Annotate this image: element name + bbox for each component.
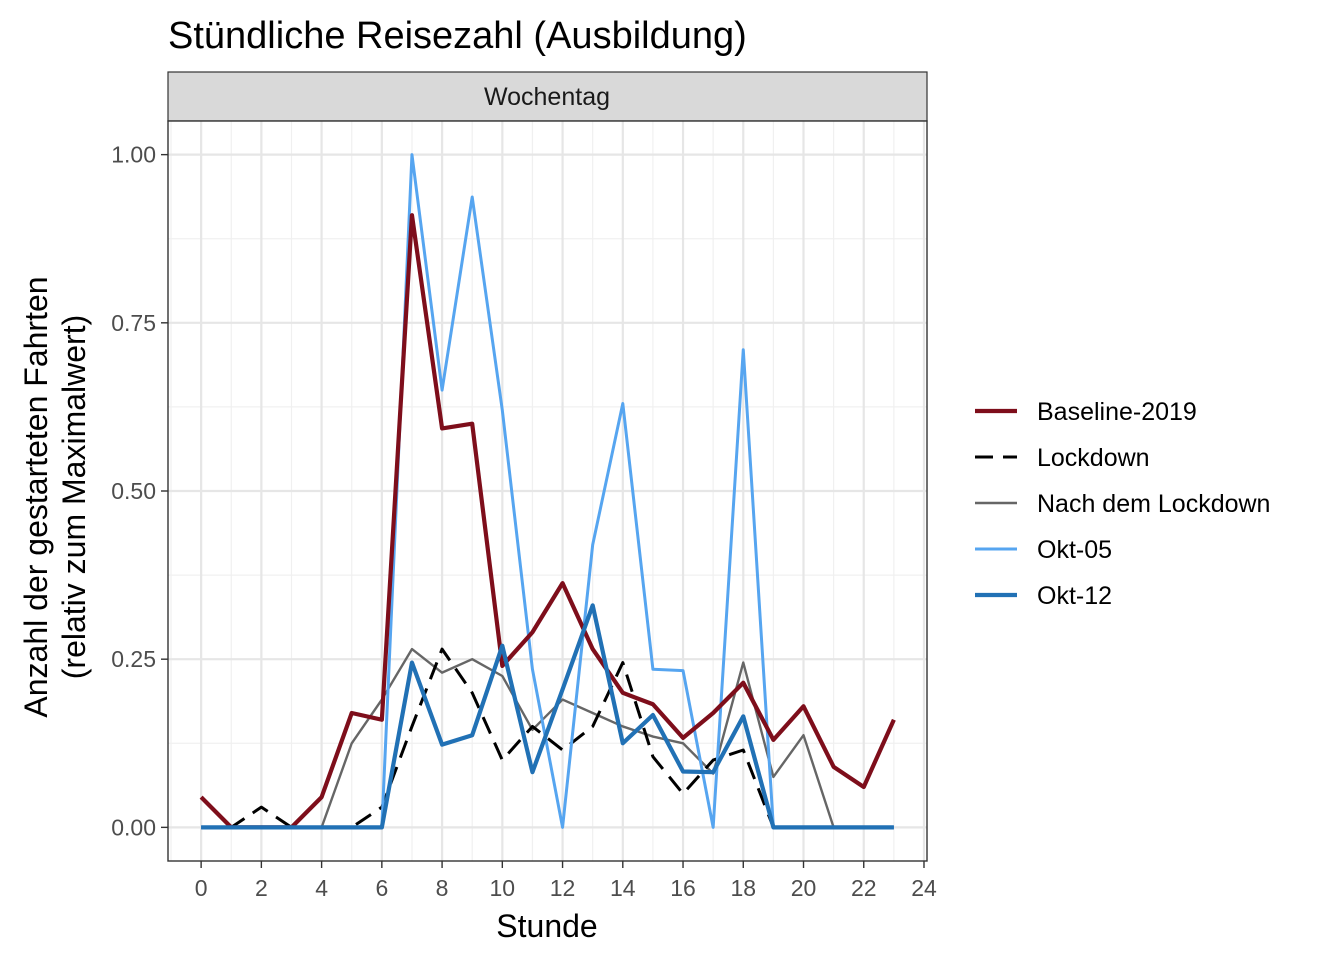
x-tick-label: 8: [436, 875, 449, 901]
x-axis-label: Stunde: [496, 908, 597, 944]
x-tick-label: 6: [375, 875, 388, 901]
legend-label: Okt-05: [1037, 536, 1112, 564]
legend-label: Okt-12: [1037, 582, 1112, 610]
legend-item: Okt-05: [975, 536, 1112, 564]
x-tick-label: 20: [791, 875, 817, 901]
x-axis: 0 2 4 6 8 10 12 14 16 18 20 22 24: [195, 861, 937, 901]
y-axis-label-line1: Anzahl der gestarteten Fahrten: [18, 276, 54, 717]
legend-item: Lockdown: [975, 444, 1150, 472]
series-line-baseline-2019: [199, 213, 896, 830]
y-axis: 0.00 0.25 0.50 0.75 1.00: [111, 142, 168, 840]
x-tick-label: 12: [550, 875, 576, 901]
legend-label: Baseline-2019: [1037, 398, 1197, 426]
y-tick-label: 1.00: [111, 142, 156, 168]
legend: Baseline-2019 Lockdown Nach dem Lockdown Ok…: [975, 398, 1270, 610]
x-tick-label: 0: [195, 875, 208, 901]
facet-strip-background: [167, 71, 928, 122]
facet-strip: Wochentag: [167, 71, 928, 122]
x-tick-label: 22: [851, 875, 877, 901]
legend-item: Baseline-2019: [975, 398, 1197, 426]
x-tick-label: 4: [315, 875, 328, 901]
y-axis-label-line2: (relativ zum Maximalwert): [56, 315, 92, 679]
y-axis-label: Anzahl der gestarteten Fahrten (relativ …: [18, 276, 92, 717]
x-tick-label: 24: [911, 875, 937, 901]
y-tick-label: 0.75: [111, 310, 156, 336]
y-tick-label: 0.00: [111, 814, 156, 840]
legend-label: Lockdown: [1037, 444, 1150, 472]
legend-label: Nach dem Lockdown: [1037, 490, 1270, 518]
y-tick-label: 0.50: [111, 478, 156, 504]
x-tick-label: 14: [610, 875, 636, 901]
chart-title: Stündliche Reisezahl (Ausbildung): [168, 15, 747, 57]
facet-strip-label: Wochentag: [484, 83, 610, 111]
x-tick-label: 16: [670, 875, 696, 901]
x-tick-label: 2: [255, 875, 268, 901]
legend-item: Okt-12: [975, 582, 1112, 610]
series-layer: [199, 153, 896, 830]
x-tick-label: 10: [490, 875, 516, 901]
y-tick-label: 0.25: [111, 646, 156, 672]
series-line-okt-12: [201, 603, 894, 830]
grid: [168, 121, 927, 861]
legend-item: Nach dem Lockdown: [975, 490, 1270, 518]
x-tick-label: 18: [730, 875, 756, 901]
